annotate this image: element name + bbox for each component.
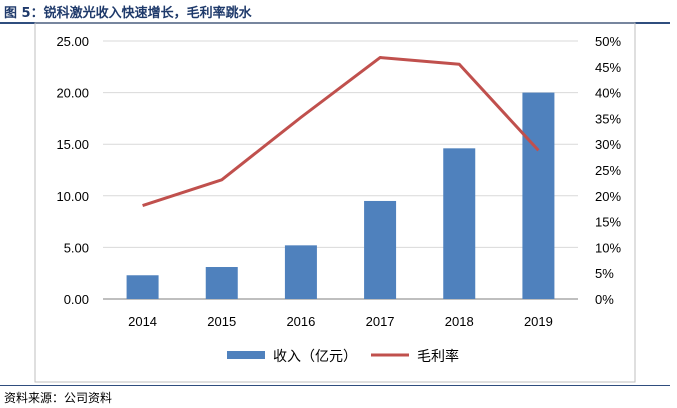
bar-series [126, 92, 555, 299]
y-right-tick-label: 0% [595, 292, 614, 307]
legend: 收入（亿元） 毛利率 [227, 348, 459, 365]
x-tick-label: 2015 [207, 314, 236, 329]
bar [522, 92, 555, 299]
y-right-tick-label: 15% [595, 215, 621, 230]
y-axis-left: 0.00 5.00 10.00 15.00 20.00 25.00 [56, 34, 89, 307]
y-right-tick-label: 5% [595, 266, 614, 281]
x-axis: 2014 2015 2016 2017 2018 2019 [128, 314, 553, 329]
legend-label-line: 毛利率 [417, 348, 459, 365]
gridlines [103, 40, 578, 248]
y-right-tick-label: 35% [595, 111, 621, 126]
y-left-tick-label: 20.00 [56, 86, 89, 101]
y-right-tick-label: 25% [595, 163, 621, 178]
x-tick-label: 2018 [445, 314, 474, 329]
source-note: 资料来源：公司资料 [4, 391, 113, 405]
y-left-tick-label: 25.00 [56, 34, 89, 49]
y-right-tick-label: 45% [595, 60, 621, 75]
x-tick-label: 2019 [524, 314, 553, 329]
bar [443, 148, 476, 299]
y-axis-right: 0% 5% 10% 15% 20% 25% 30% 35% 40% 45% 50% [595, 34, 621, 307]
y-right-tick-label: 50% [595, 34, 621, 49]
footer-rule [0, 385, 670, 386]
x-tick-label: 2017 [366, 314, 395, 329]
y-left-tick-label: 0.00 [64, 292, 89, 307]
y-left-tick-label: 5.00 [64, 240, 89, 255]
y-right-tick-label: 30% [595, 137, 621, 152]
bar [364, 200, 397, 299]
legend-swatch-bar [227, 351, 265, 359]
y-left-tick-label: 15.00 [56, 137, 89, 152]
figure-title: 图 5：锐科激光收入快速增长，毛利率跳水 [4, 6, 252, 21]
y-right-tick-label: 20% [595, 189, 621, 204]
y-left-tick-label: 10.00 [56, 189, 89, 204]
y-right-tick-label: 40% [595, 86, 621, 101]
bar [126, 275, 159, 299]
y-right-tick-label: 10% [595, 240, 621, 255]
x-tick-label: 2016 [286, 314, 315, 329]
legend-label-bar: 收入（亿元） [273, 349, 357, 365]
bar [205, 267, 238, 299]
chart-frame [34, 22, 636, 383]
bar [284, 245, 317, 299]
line-series [142, 56, 540, 208]
margin-line [142, 56, 540, 208]
x-tick-label: 2014 [128, 314, 157, 329]
